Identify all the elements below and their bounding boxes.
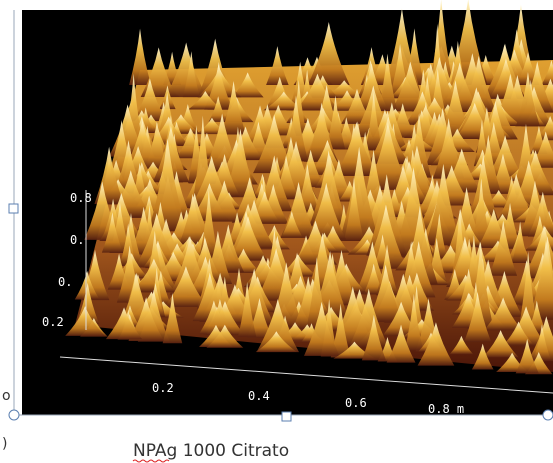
x-tick-label: 0.8 m — [428, 402, 464, 416]
margin-fragment: ) — [2, 436, 7, 452]
z-tick-label: 0. — [70, 233, 84, 247]
z-tick-label: 0. — [58, 275, 72, 289]
z-tick-label: 0.8 — [70, 191, 92, 205]
resize-handle[interactable] — [543, 410, 553, 420]
document-view: 0.8 0. 0. 0.2 0.2 0.4 0.6 0.8 m o ) NPAg… — [0, 0, 553, 463]
margin-fragment: o — [2, 388, 11, 404]
page: 0.8 0. 0. 0.2 0.2 0.4 0.6 0.8 m o ) NPAg… — [0, 0, 553, 463]
x-tick-label: 0.4 — [248, 389, 270, 403]
z-tick-label: 0.2 — [42, 315, 64, 329]
x-tick-label: 0.2 — [152, 381, 174, 395]
figure-caption: NPAg 1000 Citrato — [133, 441, 289, 461]
x-tick-label: 0.6 — [345, 396, 367, 410]
resize-handle[interactable] — [282, 412, 291, 421]
resize-handle[interactable] — [9, 410, 19, 420]
resize-handle[interactable] — [9, 204, 18, 213]
